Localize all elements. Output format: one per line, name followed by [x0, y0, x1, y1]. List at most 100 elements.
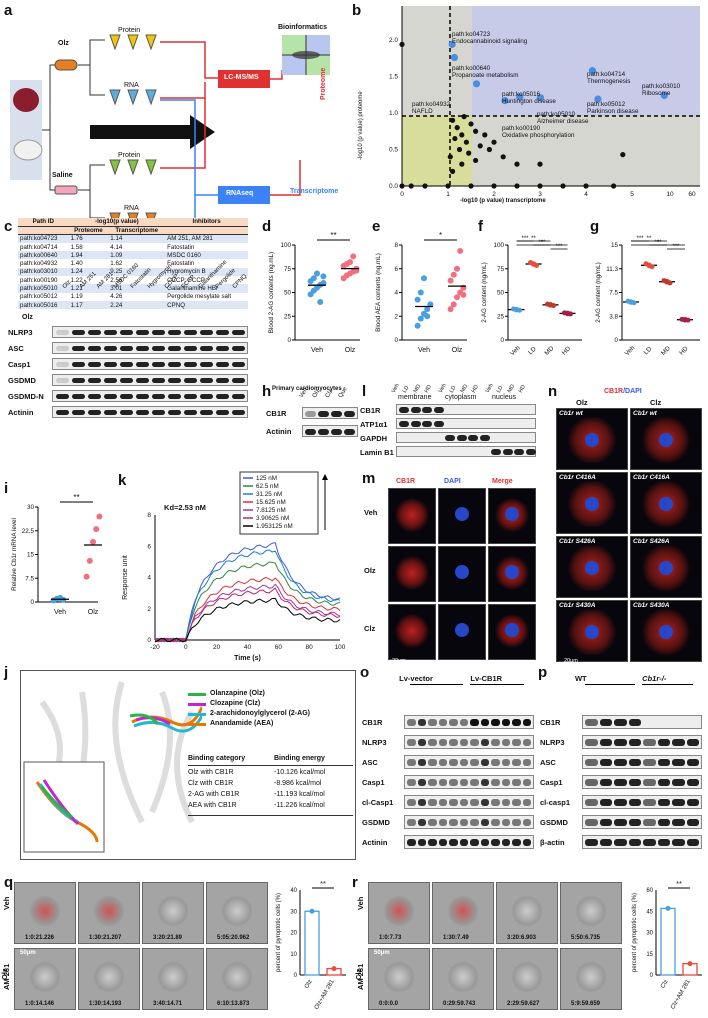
- c-cell: path:ko00190: [20, 276, 58, 284]
- y-tick-label: 45: [646, 909, 653, 915]
- b-point-sig: [516, 93, 524, 101]
- panel-k-letter: k: [118, 472, 127, 489]
- blot-lane: [582, 715, 702, 729]
- x-category: Olz: [88, 609, 99, 616]
- y-tick-label: 50: [497, 290, 505, 297]
- c-band: [232, 394, 245, 399]
- blot-band: [628, 779, 641, 786]
- blot-row-label: ASC: [362, 758, 378, 767]
- b-point-bg: [452, 135, 458, 142]
- n-nucleus: [585, 497, 599, 511]
- bar: [660, 907, 676, 976]
- dot-point: [457, 247, 464, 254]
- c-band: [200, 362, 213, 367]
- c-cell: 1.19: [70, 293, 83, 301]
- blot-band: [585, 839, 598, 846]
- tl-image: 3:40:14.71: [142, 948, 204, 1010]
- dot-point: [424, 306, 431, 313]
- l-band: [525, 449, 536, 455]
- blot-band: [449, 719, 458, 726]
- tl-row-label-1: Veh: [356, 896, 365, 910]
- blot-band: [470, 759, 479, 766]
- c-band: [232, 330, 245, 335]
- blot-band: [417, 719, 426, 726]
- a-protein-2: Protein: [118, 152, 141, 159]
- dot-point: [314, 270, 320, 277]
- b-ylabel: -log10 (p value) proteome: [358, 91, 364, 160]
- l-band: [399, 407, 409, 413]
- blot-band: [449, 799, 458, 806]
- blot-group-1: Lv-vector: [399, 674, 433, 683]
- c-cell: 1.76: [68, 234, 109, 243]
- bar-point: [551, 303, 556, 309]
- tl-image: 1:0:14.146: [14, 948, 76, 1010]
- h-band: [331, 429, 342, 435]
- m-cell-red: [395, 497, 429, 533]
- c-band: [104, 378, 117, 383]
- l-col-label: HD: [517, 384, 527, 394]
- k-legend-label: 15.625 nM: [256, 499, 286, 506]
- blot-band: [459, 779, 468, 786]
- c-h-inh: Inhibitors: [165, 218, 248, 227]
- c-blot-lane: [52, 358, 248, 370]
- blot-band: [449, 819, 458, 826]
- r-side: Clz: [354, 968, 363, 980]
- panel-a-letter: a: [4, 2, 13, 19]
- m-image: [438, 604, 486, 660]
- blot-band: [417, 759, 426, 766]
- k-legend-label: 1.953125 nM: [256, 523, 293, 530]
- tl-time: 1:0:21.226: [25, 935, 55, 941]
- blot-row-label: NLRP3: [540, 738, 565, 747]
- blot-band: [628, 719, 641, 726]
- l-band: [445, 435, 455, 441]
- mouse-icon: [13, 139, 43, 161]
- n-row-label: Cb1r C416A: [559, 474, 596, 481]
- sig-label: **: [320, 879, 326, 888]
- blot-band: [643, 819, 656, 826]
- c-band: [232, 346, 245, 351]
- c-band: [136, 378, 149, 383]
- dot-point: [347, 259, 353, 266]
- n-nucleus: [659, 433, 673, 447]
- blot-group-2: Lv-CB1R: [470, 674, 503, 683]
- c-band: [136, 346, 149, 351]
- blot-lane: [404, 795, 534, 809]
- blot-band: [657, 719, 670, 726]
- l-band: [456, 435, 467, 441]
- j-legend-label: Olanzapine (Olz): [210, 690, 265, 697]
- tl-image: 0:29:59.743: [432, 948, 494, 1010]
- dot-point: [417, 289, 424, 296]
- b-point-bg: [514, 161, 520, 167]
- b-annotation-id: path:ko03010: [642, 83, 681, 90]
- bar: [304, 910, 320, 976]
- l-lane: [396, 404, 536, 415]
- a-saline-label: Saline: [52, 172, 73, 179]
- bar-point: [661, 278, 667, 284]
- blot-band: [491, 819, 500, 826]
- c-blot-row-label: GSDMD-N: [8, 392, 44, 401]
- m-row-label: Veh: [364, 508, 378, 517]
- m-cell-red: [395, 613, 429, 649]
- x-category: Clz: [660, 979, 670, 990]
- y-label: 2-AG content (ng/mL): [595, 262, 602, 323]
- k-series-line: [154, 583, 341, 643]
- x-category: Olz: [345, 347, 356, 354]
- x-category: Veh: [54, 609, 66, 616]
- blot-band: [480, 759, 489, 766]
- c-band: [152, 378, 165, 383]
- c-table-row: path:ko00640 1.94 1.09 MSDC 0160: [18, 251, 248, 260]
- b-point-bg: [473, 128, 479, 134]
- c-cell: 2.56: [110, 276, 123, 284]
- y-tick-label: 25: [497, 313, 505, 320]
- blot-band: [643, 739, 656, 746]
- k-xlabel: Time (s): [234, 655, 261, 662]
- sig-label: *: [439, 231, 442, 240]
- dot-point: [447, 306, 454, 313]
- y-tick-label: 100: [280, 242, 291, 249]
- blot-band: [470, 839, 479, 846]
- bar-point: [545, 301, 550, 307]
- y-tick-label: 0: [287, 337, 291, 344]
- y-tick-label: 0: [614, 337, 618, 344]
- blot-lane: [404, 755, 534, 769]
- blot-band: [614, 739, 627, 746]
